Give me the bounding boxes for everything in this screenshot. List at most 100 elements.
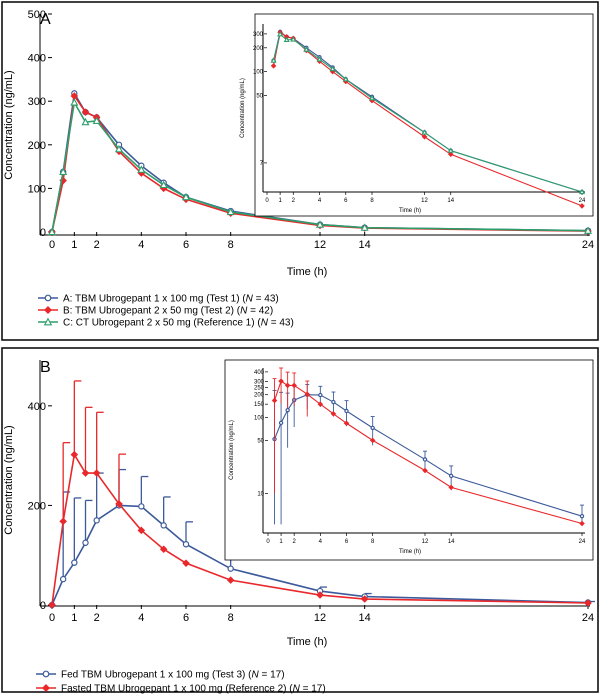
a-point-c: [315, 220, 325, 228]
bi-point-fasted: [330, 411, 337, 417]
panel-b-xlabel: Time (h): [287, 636, 328, 648]
bi-y-tick-label: 200: [254, 393, 265, 399]
a-x-tick-label: 0: [49, 239, 55, 251]
bi-y-tick-label: 300: [254, 379, 265, 385]
b-y-tick-label: 200: [28, 500, 46, 512]
a-y-tick-label: 500: [28, 9, 46, 21]
a-legend-marker-c: [43, 317, 53, 326]
bi-x-tick-label: 14: [448, 539, 455, 545]
ai-y-tick-label: 300: [253, 32, 264, 38]
a-x-tick-label: 8: [228, 239, 234, 251]
b-point-fasted: [59, 517, 67, 526]
bi-x-tick-label: 8: [371, 539, 375, 545]
a-point-c: [583, 226, 593, 234]
a-legend-marker-a: [44, 294, 52, 302]
b-legend-text-fed: Fed TBM Ubrogepant 1 x 100 mg (Test 3) (…: [61, 670, 285, 681]
ai-point-c: [283, 36, 290, 43]
panel-b-inset-xlabel: Time (h): [399, 549, 421, 555]
b-point-fasted: [81, 469, 90, 477]
a-legend-text-a: A: TBM Ubrogepant 1 x 100 mg (Test 1) (N…: [63, 294, 279, 305]
b-legend-label: Fasted TBM Ubrogepant 1 x 100 mg (Refere…: [61, 684, 293, 694]
b-point-fasted: [48, 601, 56, 609]
b-point-fed: [227, 565, 234, 572]
a-point-b: [81, 108, 90, 116]
bi-x-tick-label: 4: [319, 539, 323, 545]
bi-y-tick-label: 100: [254, 416, 265, 422]
ai-point-b: [421, 133, 428, 140]
bi-point-fasted: [284, 382, 291, 389]
a-y-tick-label: 100: [28, 183, 46, 195]
b-legend-marker-fasted: [42, 684, 50, 692]
b-legend-marker-fed: [42, 670, 50, 678]
a-point-c: [181, 192, 191, 201]
a-legend-n: N: [240, 306, 248, 317]
b-point-fasted: [360, 595, 369, 603]
panel-a-inset-ylabel: Concentration (ng/mL): [240, 78, 246, 138]
a-x-tick-label: 6: [183, 239, 189, 251]
ai-point-c: [447, 147, 454, 153]
bi-y-tick-label: 10: [257, 491, 264, 497]
bi-point-fed: [331, 399, 336, 405]
bi-x-tick-label: 12: [422, 539, 429, 545]
panel-b-ylabel: Concentration (ng/mL): [3, 425, 15, 534]
b-point-fed: [93, 517, 100, 524]
a-x-tick-label: 12: [314, 239, 326, 251]
a-y-tick-label: 400: [28, 53, 46, 65]
bi-x-tick-label: 0: [266, 539, 270, 545]
b-legend-n: N: [293, 684, 301, 694]
b-x-tick-label: 8: [228, 612, 234, 624]
panel-a-legend: A: TBM Ubrogepant 1 x 100 mg (Test 1) (N…: [38, 294, 294, 329]
b-x-tick-label: 6: [183, 612, 189, 624]
ai-point-b: [579, 203, 585, 209]
ai-y-tick-label: 50: [256, 93, 263, 99]
a-point-c: [137, 165, 146, 173]
panel-a-xlabel: Time (h): [287, 266, 328, 278]
bi-point-fed: [579, 513, 585, 519]
panel-a-inset-frame: [254, 13, 594, 217]
b-point-fasted: [159, 545, 168, 553]
a-x-tick-label: 2: [94, 239, 100, 251]
bi-point-fasted: [579, 520, 585, 527]
a-y-tick-label: 0: [40, 227, 46, 239]
bi-point-fasted: [422, 467, 428, 474]
b-point-fed: [71, 559, 78, 566]
a-legend-n: N: [246, 294, 254, 305]
ai-point-c: [368, 95, 376, 101]
a-legend-label: A: TBM Ubrogepant 1 x 100 mg (Test 1) (: [63, 294, 246, 305]
bi-point-fasted: [317, 401, 324, 407]
panel-a: A Concentration (ng/mL) Time (h) 0100200…: [3, 9, 594, 329]
b-point-fed: [138, 503, 145, 510]
a-point-c: [159, 180, 168, 189]
panel-b-inset-frame: [224, 359, 594, 561]
b-legend-label: Fed TBM Ubrogepant 1 x 100 mg (Test 3) (: [61, 670, 252, 681]
a-point-c: [59, 167, 68, 175]
b-x-tick-label: 4: [138, 612, 144, 624]
panel-b-inset-ylabel: Concentration (ng/mL): [229, 420, 235, 480]
bi-point-fed: [370, 425, 375, 431]
a-point-c: [226, 207, 235, 216]
bi-x-tick-label: 2: [292, 539, 296, 545]
a-point-c: [81, 117, 90, 126]
b-legend-text-fasted: Fasted TBM Ubrogepant 1 x 100 mg (Refere…: [61, 684, 326, 694]
bi-y-tick-label: 50: [257, 438, 264, 444]
b-point-fed: [160, 522, 167, 529]
a-point-c: [92, 116, 101, 124]
a-legend-text-b: B: TBM Ubrogepant 2 x 50 mg (Test 2) (N …: [63, 306, 273, 317]
b-point-fasted: [316, 591, 324, 599]
a-point-c: [360, 223, 369, 231]
b-x-tick-label: 14: [359, 612, 371, 624]
bi-point-fed: [448, 473, 454, 479]
b-legend-n-value: = 17): [259, 670, 285, 681]
a-legend-label: C: CT Ubrogepant 2 x 50 mg (Reference 1)…: [63, 318, 261, 329]
b-point-fasted: [226, 576, 235, 584]
a-y-tick-label: 200: [28, 140, 46, 152]
bi-x-tick-label: 1: [279, 539, 283, 545]
ai-x-tick-label: 1: [278, 198, 282, 204]
b-point-fed: [182, 541, 190, 548]
ai-y-tick-label: 100: [253, 70, 264, 76]
bi-y-tick-label: 400: [254, 370, 265, 376]
b-x-tick-label: 2: [94, 612, 100, 624]
a-point-c: [47, 227, 57, 236]
b-point-fasted: [137, 526, 146, 535]
